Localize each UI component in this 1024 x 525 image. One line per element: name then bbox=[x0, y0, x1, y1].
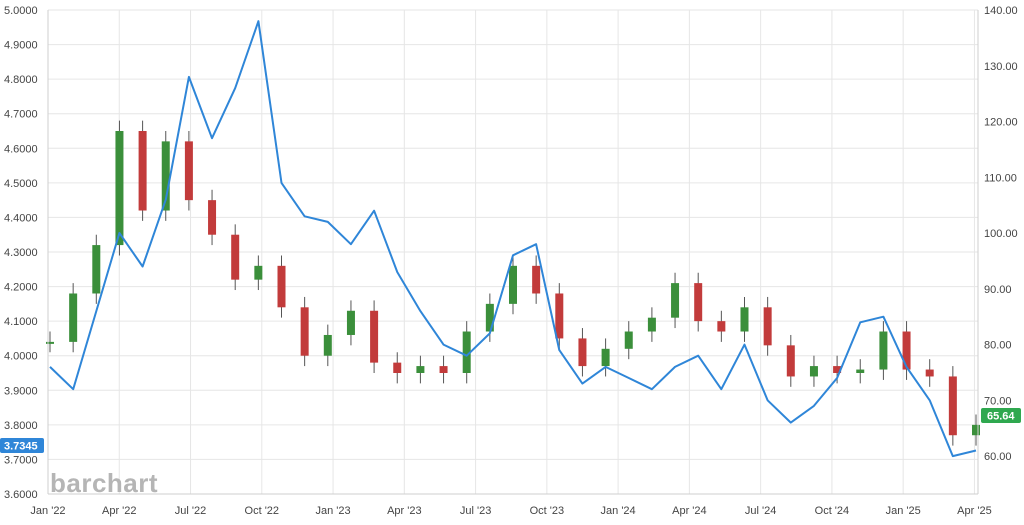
left-value-badge: 3.7345 bbox=[0, 438, 44, 453]
x-axis-tick: Jul '22 bbox=[175, 505, 206, 517]
candle-body bbox=[69, 293, 78, 342]
left-value-badge-label: 3.7345 bbox=[4, 441, 38, 453]
left-axis-tick: 4.2000 bbox=[4, 282, 38, 294]
left-axis-tick: 4.1000 bbox=[4, 316, 38, 328]
left-axis-tick: 3.6000 bbox=[4, 489, 38, 501]
left-axis-tick: 4.3000 bbox=[4, 247, 38, 259]
line-series bbox=[49, 20, 977, 458]
candle-body bbox=[856, 369, 865, 373]
candle-body bbox=[323, 334, 332, 356]
candle-body bbox=[439, 366, 448, 373]
candle-body bbox=[46, 341, 54, 344]
left-axis-tick: 4.5000 bbox=[4, 178, 38, 190]
x-axis-tick: Jan '22 bbox=[30, 505, 65, 517]
candle-body bbox=[300, 307, 309, 356]
x-axis-tick: Oct '22 bbox=[245, 505, 280, 517]
candle-body bbox=[393, 362, 402, 373]
left-axis-tick: 4.0000 bbox=[4, 351, 38, 363]
x-axis-tick: Jul '23 bbox=[460, 505, 491, 517]
candle-body bbox=[532, 265, 541, 294]
candle-body bbox=[416, 366, 425, 373]
candle-body bbox=[92, 245, 101, 294]
left-axis-tick: 4.6000 bbox=[4, 143, 38, 155]
x-axis-tick: Apr '25 bbox=[957, 505, 992, 517]
axes: 3.6000 3.7000 3.8000 3.9000 4.0000 4.1000 4.20… bbox=[4, 5, 1018, 517]
candle-body bbox=[809, 366, 818, 377]
left-axis-tick: 3.7000 bbox=[4, 454, 38, 466]
x-axis-tick: Jan '23 bbox=[315, 505, 350, 517]
candle-body bbox=[833, 366, 842, 373]
candle-body bbox=[740, 307, 749, 332]
x-axis-tick: Apr '22 bbox=[102, 505, 137, 517]
right-axis-tick: 110.00 bbox=[984, 172, 1017, 184]
right-axis-tick: 80.00 bbox=[984, 340, 1012, 352]
candle-body bbox=[624, 331, 633, 349]
candle-body bbox=[902, 331, 911, 370]
candle-body bbox=[786, 345, 795, 377]
candle-body bbox=[231, 234, 240, 280]
right-axis-tick: 120.00 bbox=[984, 117, 1018, 129]
left-axis-tick: 3.8000 bbox=[4, 420, 38, 432]
candle-body bbox=[138, 131, 147, 211]
candle-body bbox=[763, 307, 772, 346]
x-axis-tick: Jan '24 bbox=[601, 505, 636, 517]
x-axis-tick: Jan '25 bbox=[886, 505, 921, 517]
right-axis-tick: 90.00 bbox=[984, 284, 1012, 296]
x-axis-tick: Apr '23 bbox=[387, 505, 422, 517]
right-axis-tick: 70.00 bbox=[984, 395, 1012, 407]
left-axis-tick: 5.0000 bbox=[4, 5, 38, 17]
candle-body bbox=[370, 310, 379, 363]
candle-body bbox=[184, 141, 193, 201]
candle-body bbox=[346, 310, 355, 335]
candlestick-series bbox=[46, 120, 980, 446]
candle-body bbox=[694, 283, 703, 322]
candle-body bbox=[647, 317, 656, 332]
left-axis-tick: 4.8000 bbox=[4, 74, 38, 86]
candle-body bbox=[578, 338, 587, 367]
candle-body bbox=[161, 141, 170, 211]
left-axis-tick: 4.7000 bbox=[4, 109, 38, 121]
candle-body bbox=[948, 376, 957, 436]
right-value-badge: 65.64 bbox=[981, 408, 1021, 423]
candle-body bbox=[485, 303, 494, 332]
candle-body bbox=[601, 348, 610, 367]
candle-body bbox=[208, 200, 217, 235]
candle-body bbox=[462, 331, 471, 373]
right-axis-tick: 100.00 bbox=[984, 228, 1018, 240]
candle-body bbox=[925, 369, 934, 377]
x-axis-tick: Jul '24 bbox=[745, 505, 776, 517]
candle-body bbox=[254, 265, 263, 280]
candle-body bbox=[717, 321, 726, 332]
x-axis-tick: Oct '23 bbox=[530, 505, 565, 517]
left-axis-tick: 4.9000 bbox=[4, 40, 38, 52]
right-axis-tick: 130.00 bbox=[984, 61, 1018, 73]
candle-body bbox=[555, 293, 564, 339]
candle-body bbox=[277, 265, 286, 308]
candle-body bbox=[972, 424, 980, 436]
candle-body bbox=[671, 283, 680, 318]
x-axis-tick: Oct '24 bbox=[815, 505, 850, 517]
x-axis-tick: Apr '24 bbox=[672, 505, 707, 517]
right-value-badge-label: 65.64 bbox=[987, 411, 1015, 423]
left-axis-tick: 4.4000 bbox=[4, 212, 38, 224]
left-axis-tick: 3.9000 bbox=[4, 385, 38, 397]
blue-price-line bbox=[49, 20, 977, 458]
candle-body bbox=[509, 265, 517, 304]
candle-body bbox=[879, 331, 888, 370]
barchart-watermark: barchart bbox=[50, 468, 158, 498]
candle-body bbox=[115, 131, 124, 246]
right-axis-tick: 60.00 bbox=[984, 451, 1012, 463]
right-axis-tick: 140.00 bbox=[984, 5, 1018, 17]
